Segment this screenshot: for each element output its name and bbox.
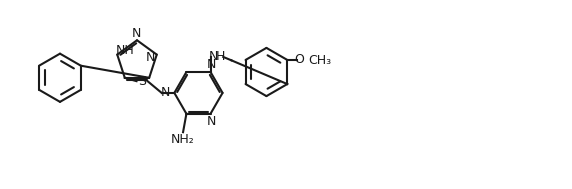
Text: H: H	[216, 50, 225, 64]
Text: N: N	[160, 86, 170, 99]
Text: S: S	[138, 75, 146, 88]
Text: N: N	[206, 115, 216, 128]
Text: N: N	[209, 50, 218, 64]
Text: N: N	[145, 51, 155, 64]
Text: NH: NH	[116, 44, 135, 57]
Text: CH₃: CH₃	[308, 54, 331, 67]
Text: N: N	[132, 27, 141, 40]
Text: O: O	[294, 53, 304, 67]
Text: NH₂: NH₂	[171, 133, 195, 146]
Text: N: N	[206, 58, 216, 71]
